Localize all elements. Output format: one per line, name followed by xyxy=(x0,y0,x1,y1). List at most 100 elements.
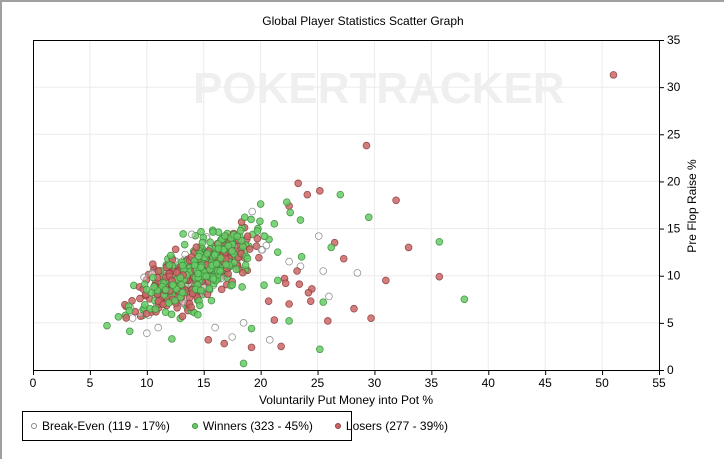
data-point-winners xyxy=(194,310,202,319)
data-point-winners xyxy=(198,238,207,247)
data-point-winners xyxy=(435,237,444,246)
data-point-winners xyxy=(151,305,160,313)
x-tick-label: 35 xyxy=(425,376,439,390)
data-point-winners xyxy=(203,249,212,258)
data-point-winners xyxy=(270,220,279,228)
data-point-winners xyxy=(180,240,189,249)
x-tick-label: 15 xyxy=(197,376,211,390)
data-point-winners xyxy=(214,244,223,253)
data-point-losers xyxy=(245,245,254,253)
data-point-winners xyxy=(221,232,229,240)
y-tick-label: 20 xyxy=(667,174,681,188)
data-point-break-even xyxy=(248,207,256,216)
data-point-winners xyxy=(197,286,205,295)
data-point-losers xyxy=(350,304,358,313)
data-point-losers xyxy=(367,314,375,322)
data-point-losers xyxy=(285,300,293,308)
legend-item-break-even[interactable]: Break-Even (119 - 17%) xyxy=(31,419,170,433)
data-point-winners xyxy=(296,216,305,224)
legend-item-winners[interactable]: Winners (323 - 45%) xyxy=(191,419,313,433)
data-point-winners xyxy=(103,321,111,330)
legend-label-break-even: Break-Even (119 - 17%) xyxy=(42,419,170,433)
data-point-winners xyxy=(224,241,233,250)
data-point-winners xyxy=(247,215,255,224)
data-point-winners xyxy=(190,261,199,270)
data-point-break-even xyxy=(128,314,137,322)
data-point-winners xyxy=(327,243,336,252)
x-axis-label: Voluntarily Put Money into Pot % xyxy=(258,393,434,407)
data-point-losers xyxy=(392,196,400,205)
data-point-winners xyxy=(286,208,295,217)
data-point-winners xyxy=(283,198,291,206)
data-point-winners xyxy=(256,200,265,208)
data-point-winners xyxy=(176,273,185,282)
data-point-winners xyxy=(197,227,205,236)
data-point-winners xyxy=(210,251,219,259)
data-point-losers xyxy=(277,342,285,351)
data-point-winners xyxy=(165,261,174,269)
data-point-losers xyxy=(303,190,312,199)
data-point-losers xyxy=(154,267,163,275)
data-point-losers xyxy=(281,279,290,288)
data-point-winners xyxy=(141,301,149,309)
data-point-winners xyxy=(260,232,269,241)
data-point-winners xyxy=(150,283,158,291)
chart-title: Global Player Statistics Scatter Graph xyxy=(262,14,464,28)
data-point-losers xyxy=(122,314,130,322)
data-point-break-even xyxy=(325,292,333,301)
data-point-winners xyxy=(319,298,328,306)
data-point-losers xyxy=(149,260,157,268)
data-point-losers xyxy=(128,296,136,305)
data-point-winners xyxy=(273,276,282,285)
data-point-losers xyxy=(192,243,201,251)
legend-label-winners: Winners (323 - 45%) xyxy=(202,419,313,433)
x-tick-label: 50 xyxy=(595,376,609,390)
data-point-losers xyxy=(243,232,252,241)
data-point-break-even xyxy=(265,336,274,344)
data-point-winners xyxy=(364,213,373,222)
y-tick-label: 0 xyxy=(667,363,674,377)
data-point-losers xyxy=(362,141,371,150)
data-point-break-even xyxy=(187,230,196,239)
data-point-winners xyxy=(240,213,249,222)
data-point-winners xyxy=(149,273,157,282)
data-point-losers xyxy=(339,254,348,263)
data-point-losers xyxy=(171,245,180,254)
data-point-winners xyxy=(228,247,236,255)
data-point-winners xyxy=(209,275,218,283)
data-point-winners xyxy=(142,285,151,294)
data-point-winners xyxy=(247,324,256,333)
data-point-winners xyxy=(125,327,134,336)
y-tick-label: 15 xyxy=(667,222,681,236)
data-point-break-even xyxy=(314,232,323,240)
data-point-winners xyxy=(194,269,202,278)
data-point-winners xyxy=(239,359,248,368)
data-point-winners xyxy=(178,288,187,297)
data-point-losers xyxy=(295,280,304,289)
data-point-break-even xyxy=(211,323,219,332)
legend: Break-Even (119 - 17%) Winners (323 - 45… xyxy=(22,411,448,441)
data-point-winners xyxy=(202,272,210,281)
data-point-winners xyxy=(167,310,176,319)
y-tick-label: 25 xyxy=(667,127,681,141)
data-point-losers xyxy=(435,272,444,281)
data-point-winners xyxy=(178,261,187,270)
data-point-losers xyxy=(238,268,247,277)
data-point-winners xyxy=(209,228,217,236)
data-point-losers xyxy=(187,303,195,312)
data-point-winners xyxy=(228,281,237,289)
data-point-losers xyxy=(204,336,213,344)
x-tick-label: 55 xyxy=(652,376,666,390)
data-point-break-even xyxy=(143,329,151,338)
data-point-losers xyxy=(293,267,301,275)
legend-item-losers[interactable]: Losers (277 - 39%) xyxy=(334,419,448,433)
x-tick-label: 20 xyxy=(254,376,268,390)
data-point-losers xyxy=(609,71,618,79)
data-point-winners xyxy=(179,230,187,238)
data-point-winners xyxy=(212,259,221,268)
data-point-winners xyxy=(336,190,345,199)
data-point-losers xyxy=(294,179,302,188)
data-point-winners xyxy=(216,254,225,262)
data-point-winners xyxy=(161,286,170,294)
